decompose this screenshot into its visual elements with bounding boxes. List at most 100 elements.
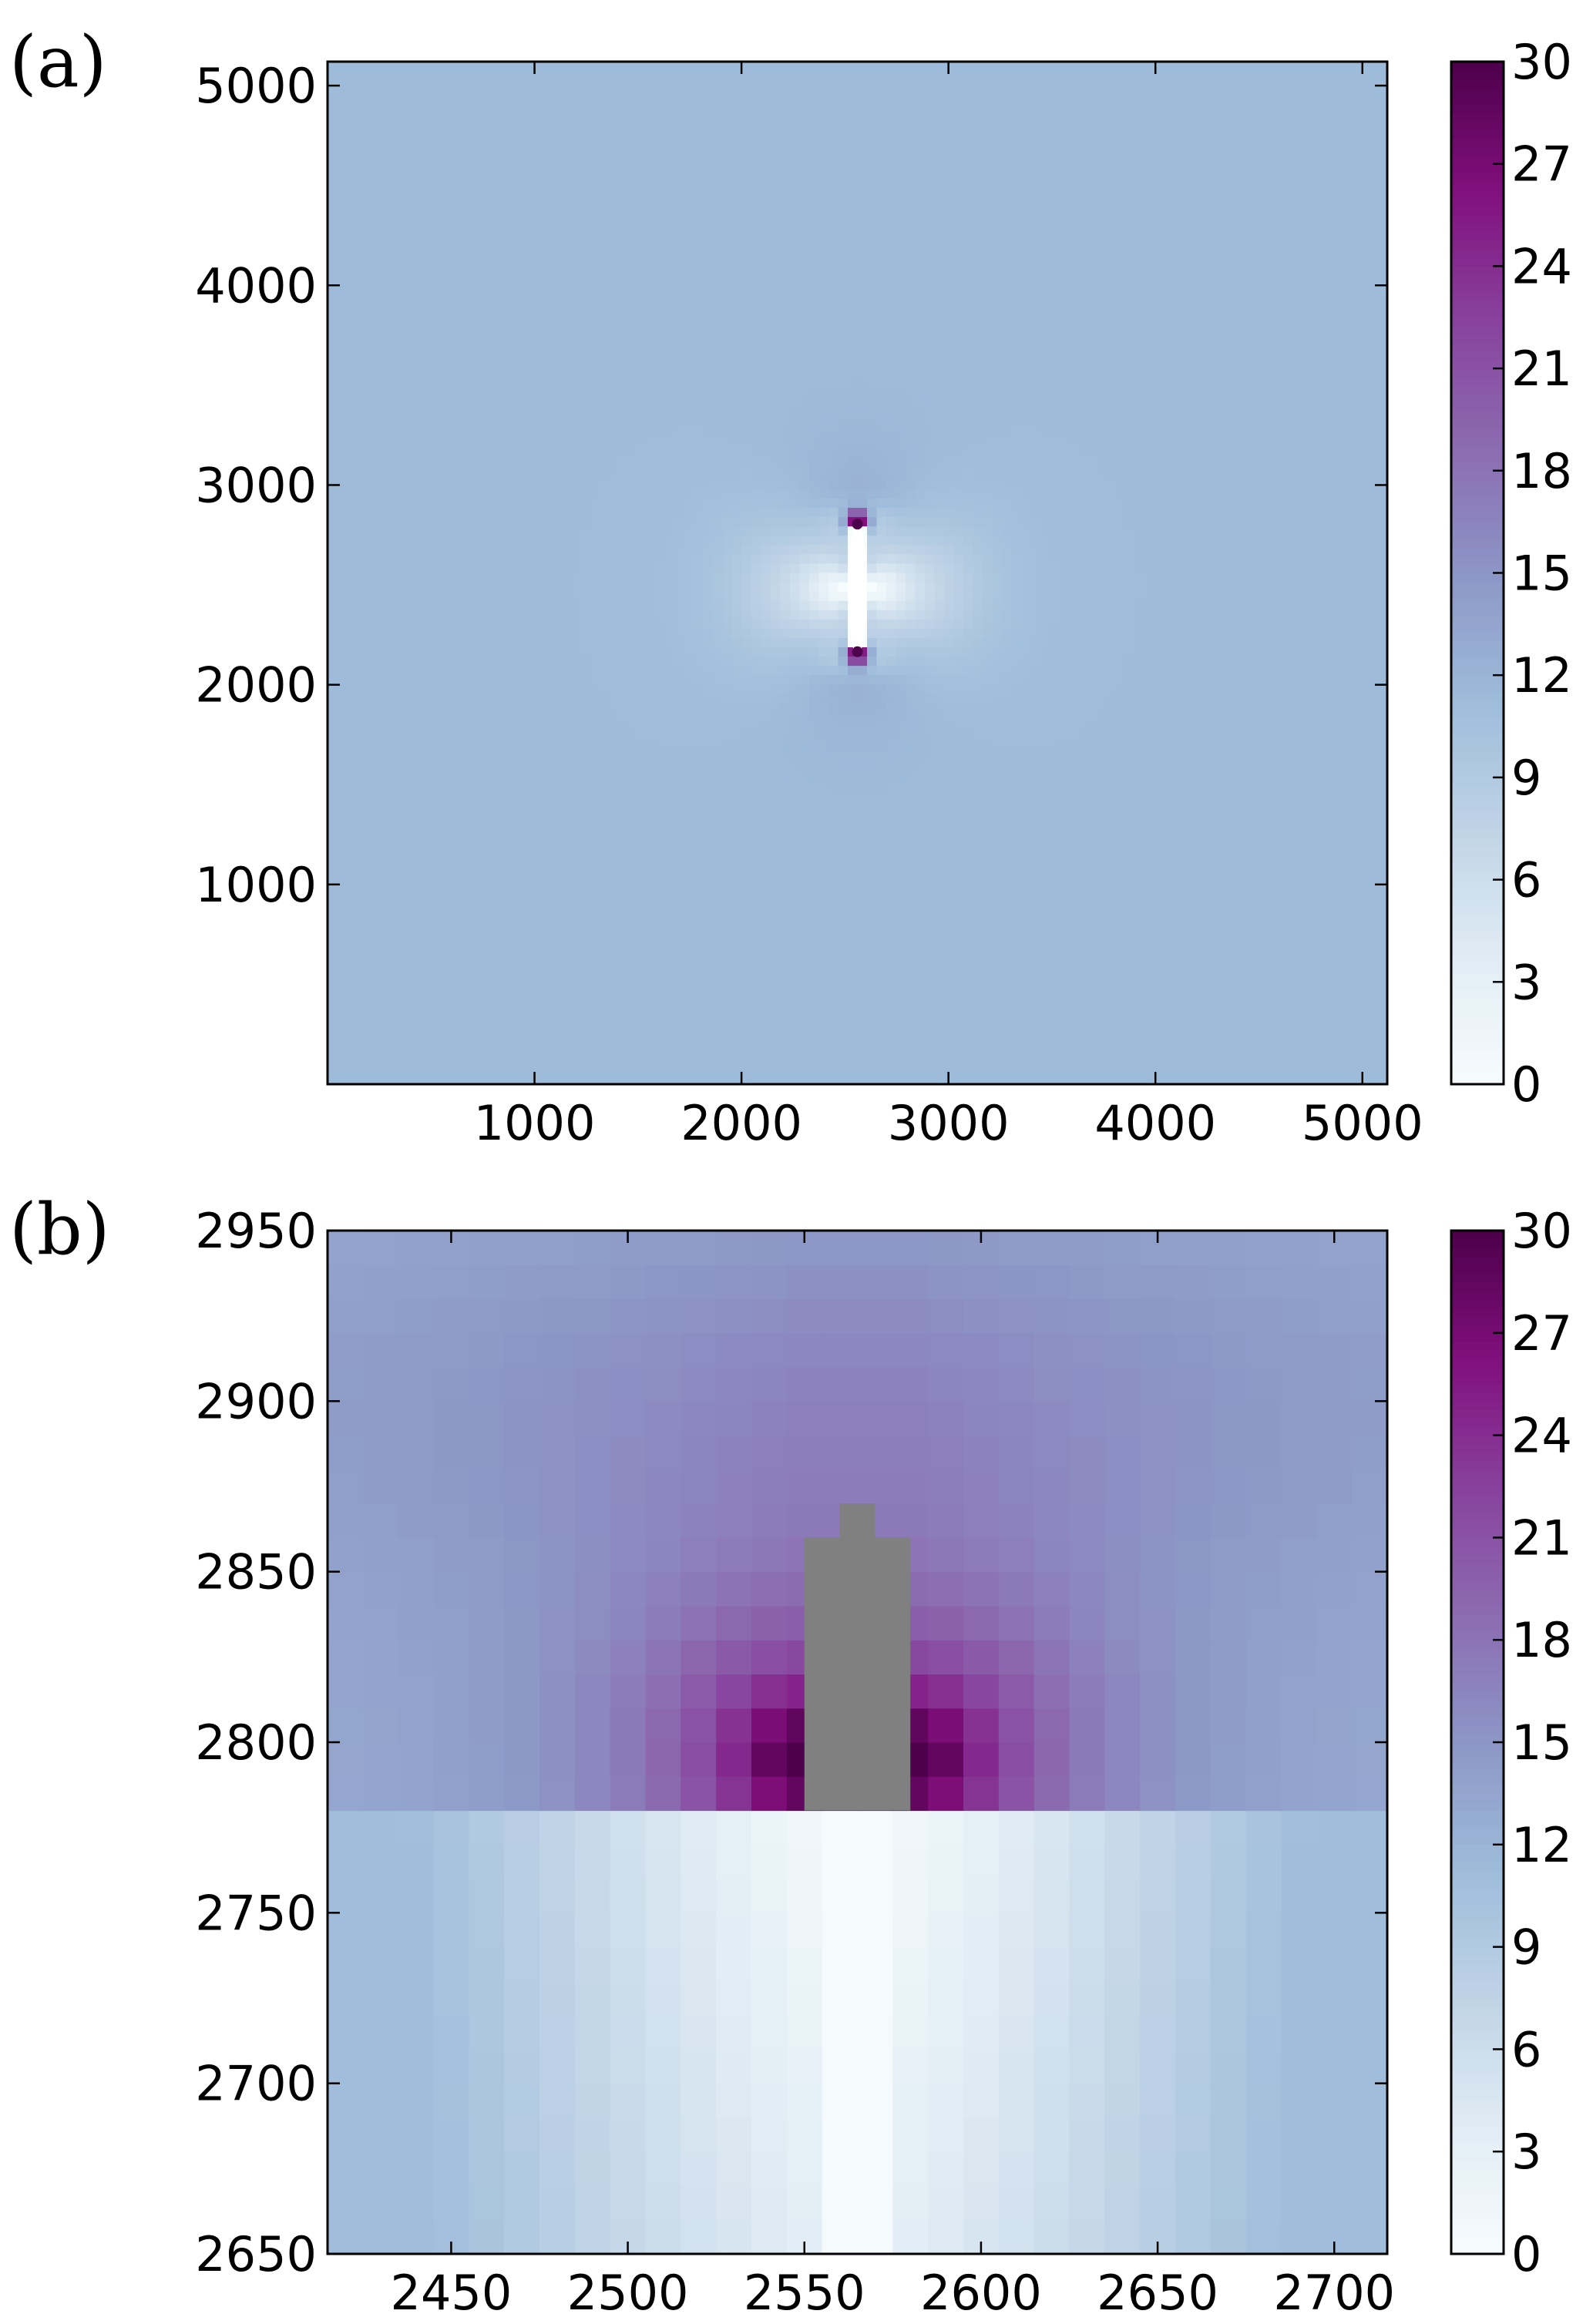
heatmap-cell bbox=[356, 108, 367, 118]
heatmap-cell bbox=[703, 470, 714, 481]
heatmap-cell bbox=[1156, 368, 1167, 378]
heatmap-cell bbox=[395, 452, 405, 462]
heatmap-cell bbox=[559, 312, 570, 323]
heatmap-cell bbox=[1185, 117, 1195, 128]
heatmap-cell bbox=[1165, 163, 1176, 174]
heatmap-cell bbox=[385, 396, 396, 406]
heatmap-cell bbox=[1175, 284, 1186, 295]
heatmap-cell bbox=[1146, 257, 1157, 267]
heatmap-cell bbox=[617, 368, 627, 378]
heatmap-cell bbox=[973, 284, 983, 295]
heatmap-cell bbox=[1310, 442, 1321, 453]
heatmap-cell bbox=[385, 200, 396, 211]
heatmap-cell bbox=[568, 117, 579, 128]
heatmap-cell bbox=[925, 359, 936, 369]
heatmap-cell bbox=[1175, 331, 1186, 341]
heatmap-cell bbox=[1262, 71, 1272, 81]
heatmap-cell bbox=[1098, 461, 1109, 472]
heatmap-cell bbox=[617, 247, 627, 257]
heatmap-cell bbox=[1165, 349, 1176, 360]
heatmap-cell bbox=[828, 387, 839, 397]
heatmap-cell bbox=[1098, 331, 1109, 341]
heatmap-cell bbox=[501, 136, 512, 146]
heatmap-cell bbox=[472, 173, 482, 183]
heatmap-cell bbox=[1300, 461, 1311, 472]
heatmap-cell bbox=[520, 452, 531, 462]
heatmap-cell bbox=[1030, 405, 1041, 416]
heatmap-cell bbox=[934, 191, 945, 202]
heatmap-cell bbox=[587, 349, 598, 360]
heatmap-cell bbox=[848, 275, 859, 286]
heatmap-cell bbox=[510, 303, 521, 314]
heatmap-cell bbox=[886, 220, 897, 230]
heatmap-cell bbox=[1272, 99, 1282, 109]
heatmap-cell bbox=[780, 229, 791, 239]
heatmap-cell bbox=[597, 80, 608, 90]
heatmap-cell bbox=[761, 89, 771, 99]
heatmap-cell bbox=[818, 80, 829, 90]
heatmap-cell bbox=[1069, 108, 1080, 118]
heatmap-cell bbox=[973, 359, 983, 369]
heatmap-cell bbox=[501, 238, 512, 248]
heatmap-cell bbox=[751, 80, 762, 90]
heatmap-cell bbox=[934, 294, 945, 304]
heatmap-cell bbox=[1339, 191, 1349, 202]
heatmap-cell bbox=[559, 387, 570, 397]
heatmap-cell bbox=[799, 108, 810, 118]
heatmap-cell bbox=[433, 126, 444, 137]
heatmap-cell bbox=[934, 284, 945, 295]
heatmap-cell bbox=[1175, 452, 1186, 462]
heatmap-cell bbox=[761, 461, 771, 472]
heatmap-cell bbox=[1088, 303, 1099, 314]
heatmap-cell bbox=[906, 405, 916, 416]
heatmap-cell bbox=[1272, 71, 1282, 81]
heatmap-cell bbox=[1060, 378, 1070, 388]
heatmap-cell bbox=[857, 415, 868, 425]
heatmap-cell bbox=[896, 452, 906, 462]
heatmap-cell bbox=[539, 312, 550, 323]
heatmap-cell bbox=[510, 257, 521, 267]
heatmap-cell bbox=[886, 349, 897, 360]
heatmap-cell bbox=[674, 163, 685, 174]
heatmap-cell bbox=[491, 80, 502, 90]
heatmap-cell bbox=[1060, 321, 1070, 332]
heatmap-cell bbox=[790, 433, 801, 444]
heatmap-cell bbox=[1069, 229, 1080, 239]
heatmap-cell bbox=[1088, 275, 1099, 286]
heatmap-cell bbox=[1060, 405, 1070, 416]
heatmap-cell bbox=[857, 275, 868, 286]
heatmap-cell bbox=[722, 71, 733, 81]
heatmap-cell bbox=[587, 62, 598, 72]
heatmap-cell bbox=[1011, 173, 1022, 183]
heatmap-cell bbox=[1339, 452, 1349, 462]
heatmap-cell bbox=[462, 154, 473, 165]
heatmap-cell bbox=[876, 433, 887, 444]
heatmap-cell bbox=[722, 220, 733, 230]
heatmap-cell bbox=[433, 461, 444, 472]
heatmap-cell bbox=[1262, 275, 1272, 286]
heatmap-cell bbox=[433, 62, 444, 72]
heatmap-cell bbox=[1223, 470, 1234, 481]
heatmap-cell bbox=[790, 108, 801, 118]
heatmap-cell bbox=[328, 136, 338, 146]
heatmap-cell bbox=[1291, 387, 1302, 397]
heatmap-cell bbox=[963, 378, 974, 388]
heatmap-cell bbox=[587, 294, 598, 304]
heatmap-cell bbox=[809, 257, 820, 267]
heatmap-cell bbox=[501, 62, 512, 72]
heatmap-cell bbox=[1339, 396, 1349, 406]
heatmap-cell bbox=[809, 294, 820, 304]
heatmap-cell bbox=[549, 238, 560, 248]
heatmap-cell bbox=[1319, 136, 1330, 146]
heatmap-cell bbox=[1030, 349, 1041, 360]
heatmap-cell bbox=[713, 200, 724, 211]
heatmap-cell bbox=[1291, 191, 1302, 202]
heatmap-cell bbox=[1175, 220, 1186, 230]
heatmap-cell bbox=[857, 238, 868, 248]
heatmap-cell bbox=[1030, 312, 1041, 323]
heatmap-cell bbox=[1291, 99, 1302, 109]
heatmap-cell bbox=[462, 145, 473, 156]
heatmap-cell bbox=[896, 266, 906, 277]
heatmap-cell bbox=[1175, 424, 1186, 435]
heatmap-cell bbox=[559, 220, 570, 230]
